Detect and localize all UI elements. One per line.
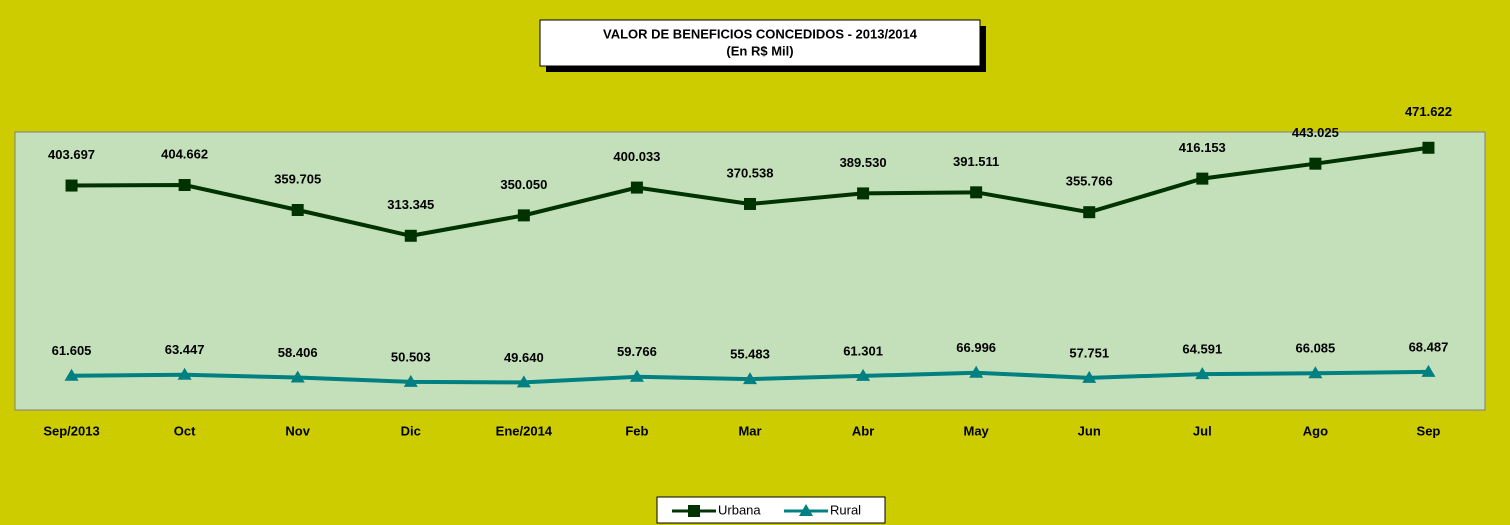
marker	[64, 368, 79, 381]
data-label: 61.605	[52, 343, 92, 358]
marker	[1196, 172, 1209, 185]
marker	[177, 367, 192, 380]
data-label: 55.483	[730, 347, 770, 362]
data-label: 359.705	[274, 171, 321, 186]
data-label: 50.503	[391, 349, 431, 364]
marker	[1421, 364, 1436, 377]
data-label: 443.025	[1292, 125, 1339, 140]
data-label: 389.530	[840, 155, 887, 170]
legend-label: Rural	[830, 502, 861, 517]
data-label: 355.766	[1066, 174, 1113, 189]
marker	[743, 372, 757, 385]
x-tick-label: Ago	[1303, 423, 1328, 438]
data-label: 68.487	[1409, 339, 1449, 354]
marker	[65, 179, 78, 192]
data-label: 63.447	[165, 342, 205, 357]
x-tick-label: Feb	[625, 423, 648, 438]
marker	[1422, 141, 1435, 154]
marker	[799, 504, 813, 516]
legend-label: Urbana	[718, 502, 761, 517]
data-label: 49.640	[504, 350, 544, 365]
marker	[688, 505, 700, 517]
x-tick-label: Jul	[1193, 423, 1212, 438]
x-tick-label: Abr	[852, 423, 874, 438]
marker	[970, 186, 983, 199]
marker	[744, 197, 756, 210]
x-tick-label: Jun	[1078, 423, 1101, 438]
marker	[1082, 370, 1097, 383]
data-label: 400.033	[613, 149, 660, 164]
marker	[1195, 367, 1210, 380]
data-label: 416.153	[1179, 140, 1226, 155]
x-tick-label: May	[964, 423, 990, 438]
marker	[856, 368, 871, 381]
data-label: 59.766	[617, 344, 657, 359]
data-label: 58.406	[278, 345, 318, 360]
marker	[1308, 366, 1323, 379]
marker	[403, 374, 418, 387]
data-label: 66.085	[1296, 341, 1336, 356]
chart-subtitle: (En R$ Mil)	[726, 43, 793, 58]
data-label: 66.996	[956, 340, 996, 355]
data-label: 403.697	[48, 147, 95, 162]
x-tick-label: Sep/2013	[43, 423, 99, 438]
x-tick-label: Nov	[285, 423, 310, 438]
marker	[1083, 206, 1096, 219]
marker	[629, 369, 644, 382]
data-label: 61.301	[843, 343, 883, 358]
marker	[290, 370, 305, 383]
marker	[291, 204, 304, 217]
marker	[404, 229, 417, 242]
x-tick-label: Mar	[738, 423, 761, 438]
marker	[630, 181, 643, 194]
marker	[857, 187, 870, 200]
marker	[969, 365, 984, 378]
data-label: 471.622	[1405, 104, 1452, 119]
data-label: 350.050	[500, 177, 547, 192]
marker	[1309, 157, 1322, 170]
x-tick-label: Ene/2014	[496, 423, 553, 438]
data-label: 404.662	[161, 146, 208, 161]
marker	[516, 375, 531, 388]
plot-area	[14, 131, 1486, 411]
data-label: 391.511	[953, 154, 999, 169]
marker	[517, 209, 530, 222]
x-tick-label: Dic	[401, 423, 421, 438]
x-tick-label: Oct	[174, 423, 196, 438]
x-tick-label: Sep	[1417, 423, 1441, 438]
title-box	[539, 19, 981, 67]
chart-title: VALOR DE BENEFICIOS CONCEDIDOS - 2013/20…	[603, 26, 918, 41]
data-label: 57.751	[1069, 345, 1109, 360]
marker	[178, 179, 191, 192]
data-label: 370.538	[727, 165, 774, 180]
data-label: 313.345	[387, 197, 434, 212]
data-label: 64.591	[1182, 342, 1222, 357]
